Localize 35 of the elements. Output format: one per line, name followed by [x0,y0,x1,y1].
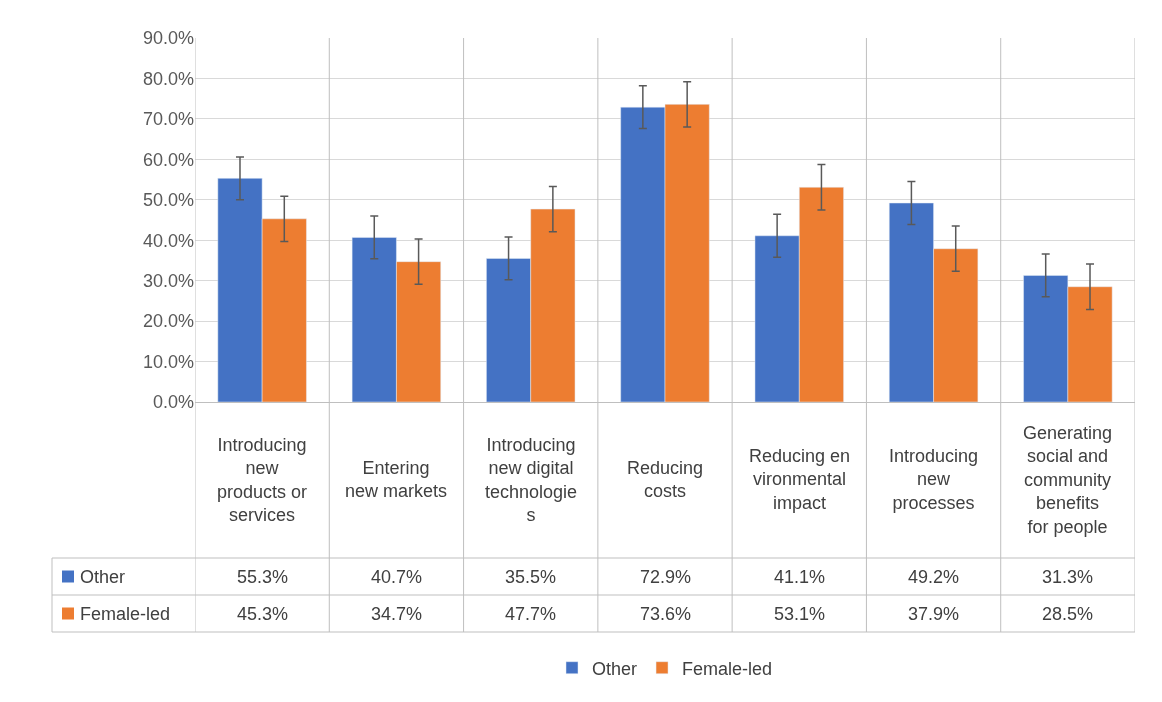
x-tick-label: Reducing costs [627,458,704,502]
legend-label: Female-led [80,604,171,624]
data-label: 49.2% [908,567,960,587]
y-tick-label: 80.0% [142,68,194,89]
x-tick-label: Introducing new products or services [217,435,308,526]
data-label: 28.5% [1042,604,1094,624]
text: Female-led [682,658,773,679]
data-label: 34.7% [371,604,423,624]
y-tick-label: 50.0% [142,190,194,211]
x-tick-label: Generating social and community benefits for people [1023,423,1113,537]
y-tick-label: 30.0% [142,270,194,291]
data-label: 41.1% [774,567,826,587]
text: Other [592,658,638,679]
data-label: 47.7% [505,604,557,624]
data-label: 31.3% [1042,567,1094,587]
x-tick-label: Entering new markets [345,458,448,502]
y-tick-label: 60.0% [142,149,194,170]
data-label: 72.9% [640,567,692,587]
data-label: 37.9% [908,604,960,624]
y-tick-label: 70.0% [142,109,194,130]
legend-label: Other [80,567,126,587]
x-tick-label: Introducing new digital technologies [485,435,578,526]
x-tick-label: Introducing new processes [889,446,979,513]
x-tick-label: Reducing environmental impact [749,446,851,513]
y-tick-label: 0.0% [152,392,194,413]
data-label: 73.6% [640,604,692,624]
y-tick-label: 20.0% [142,311,194,332]
data-label: 53.1% [774,604,826,624]
data-label: 45.3% [237,604,289,624]
data-label: 55.3% [237,567,289,587]
y-tick-label: 10.0% [142,351,194,372]
data-label: 35.5% [505,567,557,587]
data-label: 40.7% [371,567,423,587]
y-tick-label: 40.0% [142,230,194,251]
y-tick-label: 90.0% [142,28,194,49]
